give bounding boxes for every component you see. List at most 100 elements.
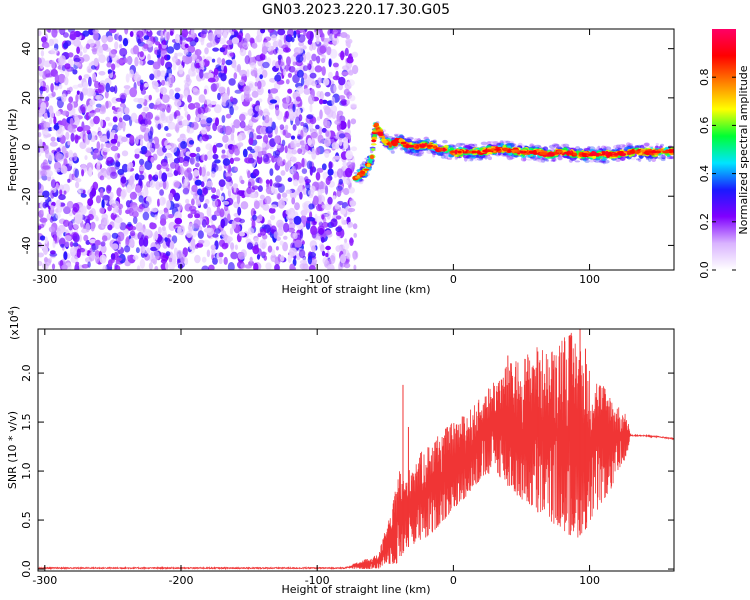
spectrogram-ridge-cell bbox=[622, 144, 626, 148]
spectrogram-noise-cell bbox=[182, 55, 186, 63]
spectrogram-noise-cell bbox=[38, 152, 42, 157]
spectrogram-x-tick-label: 0 bbox=[450, 273, 457, 286]
spectrogram-noise-cell bbox=[95, 195, 102, 204]
spectrogram-noise-cell bbox=[118, 207, 122, 216]
spectrogram-ridge-cell bbox=[436, 151, 444, 156]
spectrogram-noise-cell bbox=[78, 75, 82, 81]
spectrogram-noise-cell bbox=[290, 140, 295, 149]
spectrogram-noise-cell bbox=[251, 42, 258, 49]
spectrogram-noise-cell bbox=[347, 119, 351, 129]
spectrogram-noise-cell bbox=[267, 89, 271, 94]
spectrogram-noise-cell bbox=[51, 60, 56, 70]
spectrogram-noise-cell bbox=[318, 29, 323, 35]
spectrogram-ridge-cell bbox=[502, 153, 507, 156]
spectrogram-noise-cell bbox=[169, 89, 175, 97]
spectrogram-ridge-cell bbox=[501, 140, 509, 143]
spectrogram-noise-cell bbox=[76, 46, 80, 54]
spectrogram-noise-cell bbox=[325, 245, 331, 251]
spectrogram-ridge-cell bbox=[459, 142, 466, 146]
spectrogram-peak-cell bbox=[613, 153, 619, 156]
spectrogram-noise-cell bbox=[89, 191, 94, 200]
spectrogram-noise-cell bbox=[112, 129, 116, 134]
spectrogram-noise-cell bbox=[177, 226, 182, 235]
spectrogram-noise-cell bbox=[118, 34, 123, 42]
spectrogram-ridge-cell bbox=[368, 158, 374, 162]
spectrogram-noise-cell bbox=[286, 152, 294, 161]
spectrogram-noise-cell bbox=[334, 34, 338, 39]
spectrogram-noise-cell bbox=[68, 149, 74, 159]
spectrogram-noise-cell bbox=[174, 33, 180, 44]
spectrogram-noise-cell bbox=[66, 200, 74, 209]
spectrogram-noise-cell bbox=[293, 30, 297, 39]
spectrogram-noise-cell bbox=[129, 134, 135, 144]
spectrogram-noise-cell bbox=[226, 181, 230, 190]
spectrogram-noise-cell bbox=[187, 45, 196, 54]
spectrogram-noise-cell bbox=[39, 235, 46, 241]
spectrogram-noise-cell bbox=[81, 169, 85, 177]
spectrogram-noise-cell bbox=[161, 255, 169, 262]
spectrogram-noise-cell bbox=[218, 252, 224, 258]
spectrogram-noise-cell bbox=[54, 152, 62, 162]
spectrogram-noise-cell bbox=[40, 200, 44, 210]
spectrogram-ridge-cell bbox=[668, 156, 674, 159]
spectrogram-noise-cell bbox=[234, 244, 238, 250]
snr-x-ticks: -300 -200 -100 0 100 bbox=[32, 329, 600, 587]
spectrogram-noise-cell bbox=[265, 179, 270, 185]
spectrogram-noise-cell bbox=[315, 83, 321, 89]
spectrogram-ridge-cell bbox=[644, 142, 650, 147]
spectrogram-noise-cell bbox=[343, 140, 349, 150]
spectrogram-ridge-cell bbox=[366, 163, 371, 168]
spectrogram-noise-cell bbox=[288, 247, 297, 257]
spectrogram-noise-cell bbox=[139, 79, 144, 85]
spectrogram-noise-cell bbox=[273, 48, 278, 55]
spectrogram-noise-cell bbox=[297, 34, 306, 43]
spectrogram-noise-cell bbox=[305, 182, 311, 190]
spectrogram-ridge-cell bbox=[371, 136, 377, 140]
spectrogram-peak-cell bbox=[572, 152, 578, 156]
spectrogram-noise-cell bbox=[303, 30, 307, 37]
spectrogram-noise-cell bbox=[55, 199, 61, 209]
spectrogram-noise-cell bbox=[207, 77, 216, 83]
spectrogram-frame bbox=[37, 28, 675, 271]
spectrogram-noise-cell bbox=[186, 127, 195, 134]
spectrogram-noise-cell bbox=[227, 262, 235, 270]
spectrogram-noise-cell bbox=[283, 222, 290, 233]
spectrogram-ridge-cell bbox=[394, 134, 399, 138]
spectrogram-noise-cell bbox=[340, 208, 346, 215]
spectrogram-noise-cell bbox=[149, 222, 157, 230]
spectrogram-noise-cell bbox=[329, 48, 338, 59]
spectrogram-noise-cell bbox=[310, 225, 318, 236]
spectrogram-x-tick-label: -100 bbox=[305, 273, 330, 286]
spectrogram-noise-cell bbox=[325, 177, 331, 186]
spectrogram-noise-cell bbox=[328, 58, 332, 68]
spectrogram-noise-cell bbox=[49, 110, 55, 119]
spectrogram-noise-cell bbox=[268, 207, 276, 214]
spectrogram-ridge-cell bbox=[500, 142, 504, 146]
spectrogram-noise-cell bbox=[140, 227, 145, 234]
spectrogram-noise-cell bbox=[203, 203, 208, 209]
spectrogram-noise-cell bbox=[60, 165, 68, 174]
spectrogram-noise-cell bbox=[301, 168, 308, 175]
spectrogram-noise-cell bbox=[347, 207, 356, 213]
spectrogram-noise-cell bbox=[111, 63, 116, 71]
spectrogram-noise-cell bbox=[134, 185, 143, 193]
spectrogram-noise-cell bbox=[48, 38, 54, 47]
spectrogram-noise-cell bbox=[86, 105, 92, 112]
chart-title: GN03.2023.220.17.30.G05 bbox=[262, 2, 450, 18]
spectrogram-noise-cell bbox=[239, 48, 247, 57]
spectrogram-noise-cell bbox=[221, 149, 226, 154]
spectrogram-noise-cell bbox=[194, 179, 202, 186]
spectrogram-noise-cell bbox=[83, 74, 90, 79]
spectrogram-noise-cell bbox=[218, 239, 226, 247]
spectrogram-noise-cell bbox=[45, 73, 53, 78]
spectrogram-noise-cell bbox=[50, 190, 55, 199]
spectrogram-noise-cell bbox=[234, 166, 238, 172]
snr-y-tick-label: 2.0 bbox=[20, 364, 33, 382]
spectrogram-noise-cell bbox=[217, 125, 224, 133]
spectrogram-noise-cell bbox=[167, 121, 176, 130]
spectrogram-noise-cell bbox=[143, 43, 149, 49]
spectrogram-noise-cell bbox=[52, 240, 56, 248]
spectrogram-noise-cell bbox=[40, 209, 44, 215]
spectrogram-noise-cell bbox=[200, 120, 207, 125]
spectrogram-noise-cell bbox=[165, 167, 170, 172]
